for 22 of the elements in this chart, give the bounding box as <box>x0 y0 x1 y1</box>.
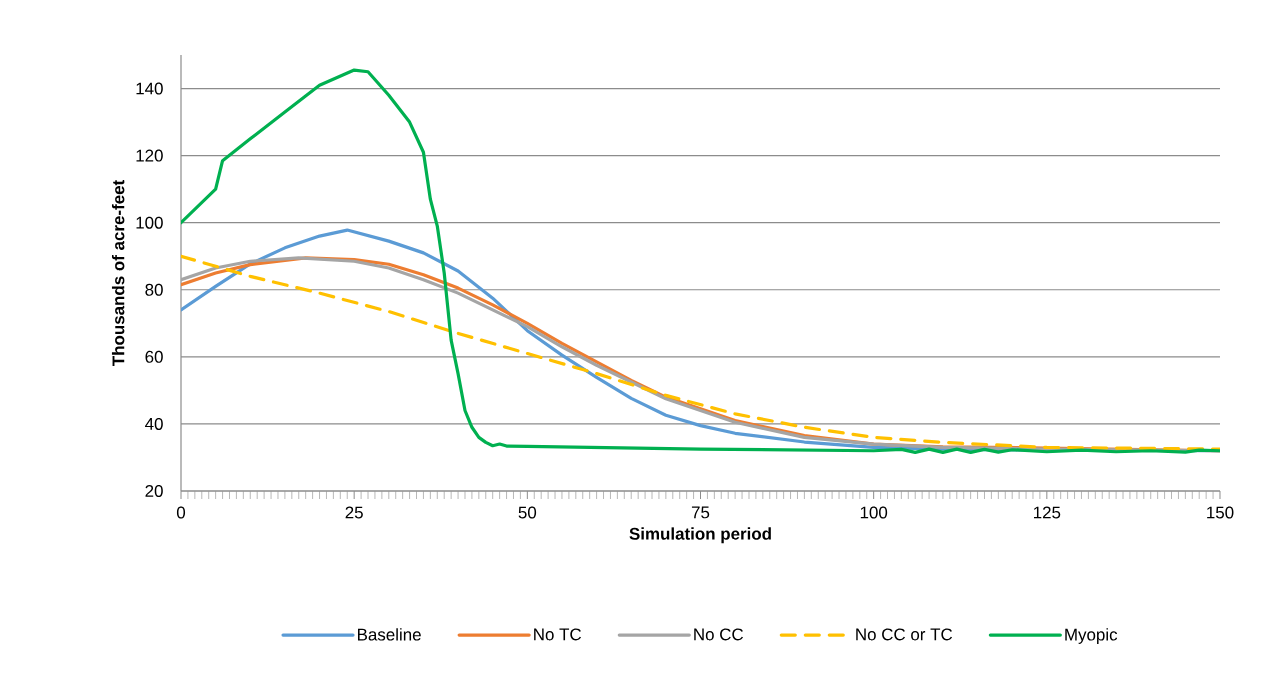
legend-label: Baseline <box>358 628 421 641</box>
y-tick-label: 80 <box>145 283 163 296</box>
x-tick-label: 125 <box>1034 506 1061 519</box>
line-series <box>181 68 1220 455</box>
x-tick-label: 75 <box>691 506 710 519</box>
x-axis-title: Simulation period <box>629 527 771 544</box>
y-tick-label: 140 <box>136 82 163 95</box>
x-tick-label: 0 <box>176 506 186 519</box>
x-tick-label: 100 <box>860 506 888 519</box>
y-tick-label: 40 <box>145 417 163 430</box>
y-axis-title: Thousands of acre-feet <box>111 180 125 366</box>
x-tick-label: 50 <box>518 506 537 519</box>
x-tick-label: 150 <box>1207 506 1234 519</box>
y-tick-label: 120 <box>136 149 163 162</box>
y-tick-label: 60 <box>145 350 163 363</box>
legend-label: Myopic <box>1065 628 1118 644</box>
legend-label: No CC or TC <box>856 628 953 641</box>
x-tick-label: 25 <box>345 506 363 519</box>
y-tick-label: 20 <box>145 485 163 497</box>
legend-label: No TC <box>534 628 582 641</box>
legend-label: No CC <box>694 628 744 641</box>
y-tick-label: 100 <box>136 216 163 229</box>
